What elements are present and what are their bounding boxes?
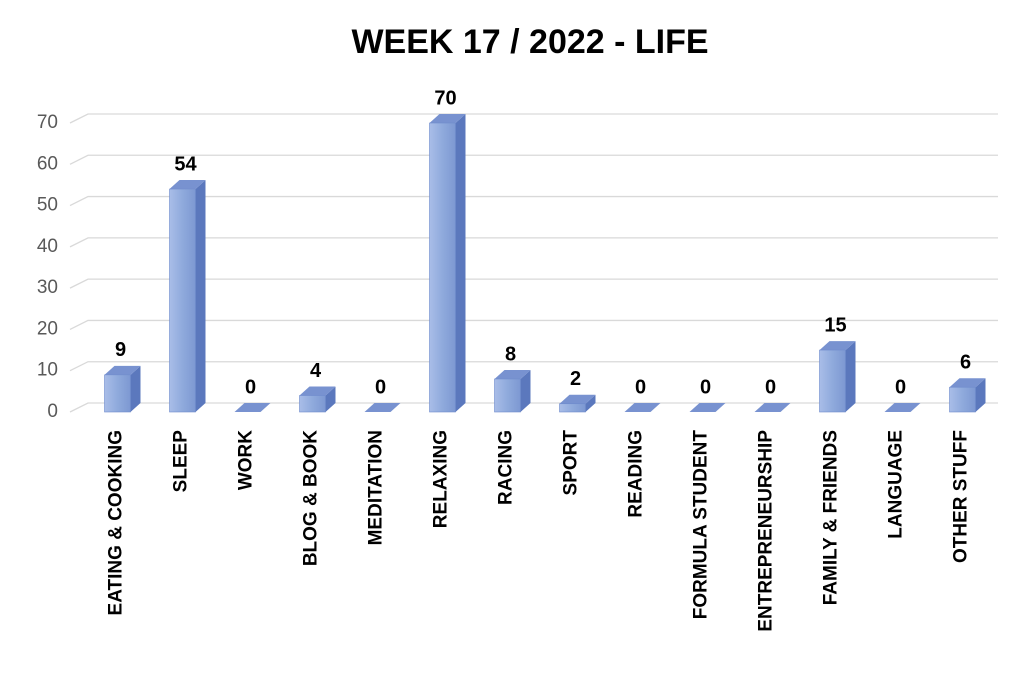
bar-top bbox=[689, 403, 726, 412]
bar-side bbox=[325, 386, 336, 412]
bar-top bbox=[494, 369, 531, 379]
bar-top bbox=[819, 341, 856, 351]
bar bbox=[819, 349, 846, 413]
bar bbox=[559, 403, 586, 413]
bar-top bbox=[364, 403, 401, 412]
x-tick-label: RACING bbox=[496, 430, 517, 505]
data-label: 70 bbox=[434, 87, 456, 109]
bar-top bbox=[234, 403, 271, 412]
y-tick-label: 50 bbox=[37, 195, 58, 216]
grid-line bbox=[69, 237, 998, 248]
x-tick-label: WORK bbox=[236, 430, 257, 490]
x-tick-label: RELAXING bbox=[431, 430, 452, 528]
bar bbox=[299, 395, 326, 413]
bar-side bbox=[585, 394, 596, 412]
data-label: 9 bbox=[115, 339, 126, 361]
x-tick-label: SLEEP bbox=[171, 430, 192, 493]
x-tick-label: OTHER STUFF bbox=[951, 430, 972, 563]
grid-line bbox=[69, 402, 998, 413]
bar bbox=[169, 188, 196, 413]
bar-side bbox=[130, 365, 141, 412]
x-tick-label: LANGUAGE bbox=[886, 430, 907, 539]
chart-title: WEEK 17 / 2022 - LIFE bbox=[351, 23, 708, 61]
data-label: 0 bbox=[245, 376, 256, 398]
data-label: 0 bbox=[765, 376, 776, 398]
y-tick-label: 20 bbox=[37, 318, 58, 339]
y-tick-label: 60 bbox=[37, 153, 58, 174]
bar-top bbox=[429, 114, 466, 123]
data-label: 6 bbox=[960, 352, 971, 374]
data-label: 8 bbox=[505, 343, 516, 365]
x-tick-label: FORMULA STUDENT bbox=[691, 430, 712, 620]
bar bbox=[494, 378, 521, 413]
data-label: 15 bbox=[824, 314, 846, 336]
data-label: 4 bbox=[310, 360, 322, 382]
data-label: 0 bbox=[635, 376, 646, 398]
grid-line bbox=[69, 319, 998, 331]
grid-line bbox=[69, 113, 998, 124]
x-tick-label: EATING & COOKING bbox=[106, 430, 127, 615]
bar bbox=[429, 122, 456, 413]
grid-line bbox=[69, 278, 998, 289]
x-tick-label: MEDITATION bbox=[366, 430, 387, 545]
data-label: 54 bbox=[174, 153, 197, 175]
data-label: 2 bbox=[570, 368, 581, 390]
x-tick-label: BLOG & BOOK bbox=[301, 430, 322, 566]
y-tick-label: 10 bbox=[37, 360, 58, 381]
bar-side bbox=[975, 378, 986, 412]
bar-top bbox=[884, 403, 921, 412]
bar-top bbox=[169, 180, 206, 190]
x-tick-label: ENTREPRENEURSHIP bbox=[756, 430, 777, 632]
x-tick-label: READING bbox=[626, 430, 647, 518]
bar-side bbox=[455, 114, 466, 412]
data-label: 0 bbox=[700, 376, 711, 398]
grid-line bbox=[69, 195, 998, 207]
y-tick-label: 30 bbox=[37, 277, 58, 298]
bar bbox=[949, 386, 976, 413]
bar-side bbox=[195, 180, 206, 412]
bar-top bbox=[949, 378, 986, 388]
data-label: 0 bbox=[375, 376, 386, 398]
bar-side bbox=[845, 341, 856, 412]
data-label: 0 bbox=[895, 376, 906, 398]
grid-line bbox=[69, 154, 998, 165]
y-tick-label: 70 bbox=[37, 112, 58, 133]
y-tick-label: 0 bbox=[47, 401, 58, 422]
x-tick-label: FAMILY & FRIENDS bbox=[821, 430, 842, 605]
bar-top bbox=[104, 365, 141, 375]
bar-side bbox=[520, 369, 531, 412]
x-tick-label: SPORT bbox=[561, 430, 582, 496]
bar-top bbox=[754, 403, 791, 412]
y-tick-label: 40 bbox=[37, 236, 58, 257]
bar-top bbox=[624, 403, 661, 412]
bar-top bbox=[299, 386, 336, 396]
bar bbox=[104, 374, 131, 413]
grid-line bbox=[69, 361, 998, 372]
bar-top bbox=[559, 394, 596, 404]
